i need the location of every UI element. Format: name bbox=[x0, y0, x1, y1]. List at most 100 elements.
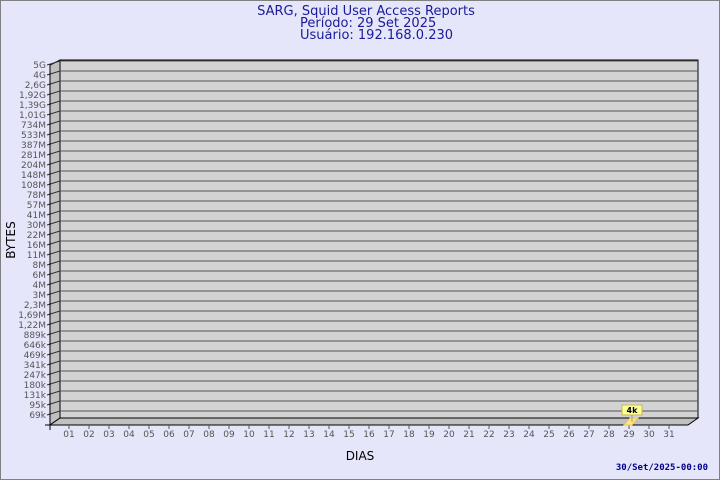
y-tick bbox=[46, 230, 61, 236]
y-tick bbox=[46, 350, 61, 356]
footer-timestamp: 30/Set/2025-00:00 bbox=[616, 463, 708, 473]
bar-day-29 bbox=[622, 417, 640, 426]
y-tick-label: 533M bbox=[21, 131, 46, 141]
y-tick-label: 646k bbox=[24, 341, 47, 351]
y-tick-label: 6M bbox=[33, 271, 47, 281]
x-tick-label: 19 bbox=[423, 430, 435, 440]
y-tick bbox=[46, 180, 61, 186]
y-tick-label: 5G bbox=[33, 61, 46, 71]
y-tick-label: 57M bbox=[27, 201, 46, 211]
y-tick bbox=[46, 120, 61, 126]
y-tick-label: 1,92G bbox=[19, 91, 46, 101]
y-tick bbox=[46, 270, 61, 276]
y-tick bbox=[46, 310, 61, 316]
y-tick bbox=[46, 380, 61, 386]
y-tick-label: 30M bbox=[27, 221, 46, 231]
y-axis-label: BYTES bbox=[4, 221, 18, 258]
y-tick-label: 41M bbox=[27, 211, 46, 221]
x-tick-label: 07 bbox=[183, 430, 194, 440]
y-tick-label: 78M bbox=[27, 191, 46, 201]
x-tick-label: 12 bbox=[283, 430, 294, 440]
data-label-box bbox=[621, 404, 643, 416]
y-tick bbox=[46, 410, 61, 416]
y-tick bbox=[46, 240, 61, 246]
y-tick-label: 2,6G bbox=[25, 81, 46, 91]
y-tick-label: 108M bbox=[21, 181, 46, 191]
y-tick-label: 3M bbox=[33, 291, 47, 301]
y-tick bbox=[46, 330, 61, 336]
y-tick bbox=[46, 260, 61, 266]
x-tick-label: 25 bbox=[543, 430, 554, 440]
y-tick bbox=[46, 70, 61, 76]
y-tick bbox=[46, 200, 61, 206]
y-tick bbox=[46, 80, 61, 86]
chart-subtitle-period: Período: 29 Set 2025 bbox=[300, 16, 436, 31]
x-tick-label: 20 bbox=[443, 430, 455, 440]
y-tick bbox=[46, 360, 61, 366]
x-tick-label: 09 bbox=[223, 430, 235, 440]
x-tick-label: 22 bbox=[483, 430, 494, 440]
x-tick-label: 26 bbox=[563, 430, 575, 440]
x-axis-label: DIAS bbox=[346, 449, 375, 463]
y-tick bbox=[46, 170, 61, 176]
y-tick bbox=[46, 250, 61, 256]
y-tick-label: 180k bbox=[24, 381, 47, 391]
y-tick-label: 22M bbox=[27, 231, 46, 241]
y-tick-label: 889k bbox=[24, 331, 47, 341]
y-tick bbox=[46, 160, 61, 166]
y-tick-label: 148M bbox=[21, 171, 46, 181]
x-tick-label: 18 bbox=[403, 430, 415, 440]
y-tick bbox=[46, 130, 61, 136]
y-tick bbox=[46, 140, 61, 146]
chart-title: SARG, Squid User Access Reports bbox=[257, 4, 475, 19]
y-tick bbox=[46, 60, 61, 66]
y-tick-label: 734M bbox=[21, 121, 46, 131]
y-tick-label: 8M bbox=[33, 261, 47, 271]
x-tick-label: 13 bbox=[303, 430, 314, 440]
x-tick-label: 30 bbox=[643, 430, 655, 440]
chart-subtitle-user: Usuário: 192.168.0.230 bbox=[300, 28, 453, 43]
y-tick-label: 4M bbox=[33, 281, 47, 291]
y-tick bbox=[46, 320, 61, 326]
x-tick-label: 15 bbox=[343, 430, 354, 440]
y-tick-label: 131k bbox=[24, 391, 47, 401]
y-tick-label: 387M bbox=[21, 141, 46, 151]
y-tick bbox=[46, 110, 61, 116]
x-tick-label: 29 bbox=[623, 430, 635, 440]
y-tick bbox=[46, 290, 61, 296]
y-tick-label: 1,39G bbox=[19, 101, 46, 111]
y-tick bbox=[46, 280, 61, 286]
plot-back-wall bbox=[59, 59, 699, 419]
x-tick-label: 28 bbox=[603, 430, 615, 440]
plot-floor bbox=[48, 417, 700, 426]
x-tick-label: 08 bbox=[203, 430, 215, 440]
y-tick-label: 11M bbox=[27, 251, 46, 261]
x-tick-label: 21 bbox=[463, 430, 474, 440]
y-tick-label: 1,69M bbox=[18, 311, 46, 321]
y-tick-label: 16M bbox=[27, 241, 46, 251]
y-tick bbox=[46, 400, 61, 406]
y-tick bbox=[46, 340, 61, 346]
y-tick bbox=[46, 190, 61, 196]
y-tick bbox=[46, 220, 61, 226]
x-tick-label: 16 bbox=[363, 430, 375, 440]
x-tick-label: 27 bbox=[583, 430, 594, 440]
x-tick-label: 01 bbox=[63, 430, 74, 440]
y-tick-label: 95k bbox=[29, 401, 46, 411]
y-tick-label: 281M bbox=[21, 151, 46, 161]
x-tick-label: 02 bbox=[83, 430, 94, 440]
y-tick-label: 469k bbox=[24, 351, 47, 361]
x-tick-label: 14 bbox=[323, 430, 335, 440]
y-tick-label: 69k bbox=[29, 411, 46, 421]
x-tick-label: 11 bbox=[263, 430, 274, 440]
data-label: 4k bbox=[627, 406, 639, 415]
y-tick bbox=[46, 150, 61, 156]
y-tick bbox=[46, 390, 61, 396]
y-tick-label: 247k bbox=[24, 371, 47, 381]
x-tick-label: 23 bbox=[503, 430, 514, 440]
x-tick-label: 06 bbox=[163, 430, 175, 440]
x-tick-label: 03 bbox=[103, 430, 114, 440]
y-tick-label: 204M bbox=[21, 161, 46, 171]
y-tick-label: 341k bbox=[24, 361, 47, 371]
